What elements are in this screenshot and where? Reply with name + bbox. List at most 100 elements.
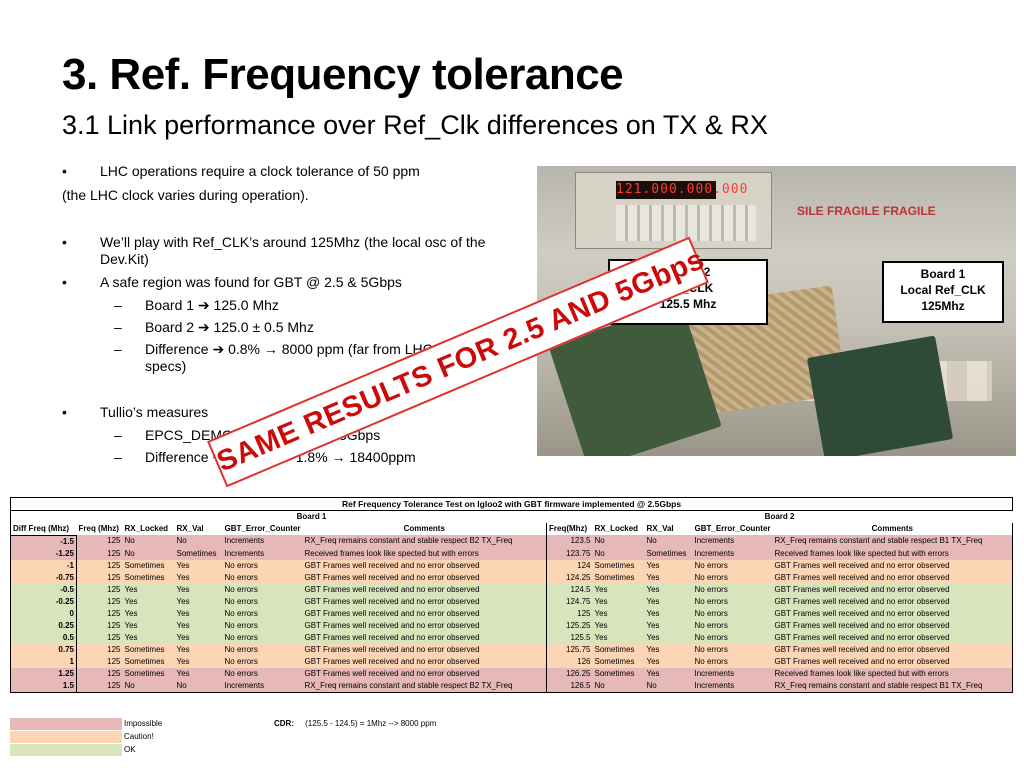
table-cell: No [592,679,645,692]
table-cell: GBT Frames well received and no error ob… [302,583,547,596]
table-cell: -1.5 [10,535,77,548]
table-cell: GBT Frames well received and no error ob… [772,559,1014,572]
table-cell: Yes [644,583,693,596]
legend-swatch-caution [10,731,122,743]
table-cell: No errors [222,583,303,596]
bullet-marker: • [62,163,67,179]
table-cell: 125 [76,559,123,572]
sub-bullet-item: – Board 1 ➔ 125.0 Mhz [62,297,522,314]
table-row: 0 125 Yes Yes No errors GBT Frames well recei… [10,607,1014,620]
dash-marker: – [114,297,122,313]
column-header: Freq(Mhz) [546,523,593,535]
table-cell: Received frames look like spected but wi… [772,547,1014,560]
table-cell: No errors [222,607,303,620]
slide-subtitle: 3.1 Link performance over Ref_Clk differ… [62,110,768,140]
table-cell: -0.75 [10,571,77,584]
cdr-text: (125.5 - 124.5) = 1Mhz --> 8000 ppm [305,719,437,728]
table-cell: 0.5 [10,631,77,644]
table-cell: No [122,679,175,692]
table-cell: 125 [76,631,123,644]
table-cell: Yes [592,607,645,620]
table-cell: Yes [644,559,693,572]
table-cell: No errors [222,655,303,668]
board1-label: Board 1 Local Ref_CLK 125Mhz [882,261,1004,323]
dev-board-1 [806,335,954,456]
table-cell: -0.25 [10,595,77,608]
legend-swatch-impossible [10,718,122,730]
cdr-label: CDR: [274,719,294,728]
bullet-marker: • [62,234,67,250]
table-cell: RX_Freq remains constant and stable resp… [772,679,1014,692]
table-cell: No errors [692,559,773,572]
table-cell: No [122,535,175,548]
table-row: -1 125 Sometimes Yes No errors GBT Frames wel… [10,559,1014,572]
table-cell: Yes [644,571,693,584]
table-cell: No errors [222,559,303,572]
table-caption: Ref Frequency Tolerance Test on Igloo2 w… [9,497,1014,511]
table-cell: Sometimes [122,655,175,668]
table-cell: Yes [644,631,693,644]
bullet-marker: • [62,274,67,290]
column-header: Comments [772,523,1014,535]
table-cell: 124.25 [546,571,593,584]
table-cell: Sometimes [122,559,175,572]
cdr-note: CDR: (125.5 - 124.5) = 1Mhz --> 8000 ppm [274,718,436,730]
table-cell: No errors [692,571,773,584]
table-cell: 125 [76,643,123,656]
table-body: -1.5 125 No No Increments RX_Freq remains con… [10,535,1014,692]
legend-swatch-ok [10,744,122,756]
dash-marker: – [114,449,122,465]
table-cell: No [122,547,175,560]
table-cell: Yes [122,595,175,608]
table-cell: 125 [76,571,123,584]
table-cell: 124.75 [546,595,593,608]
table-cell: No [644,679,693,692]
table-cell: GBT Frames well received and no error ob… [772,571,1014,584]
table-cell: 0.75 [10,643,77,656]
table-cell: GBT Frames well received and no error ob… [772,583,1014,596]
table-cell: Yes [122,583,175,596]
table-cell: GBT Frames well received and no error ob… [302,643,547,656]
column-header: RX_Val [644,523,693,535]
frequency-generator: 121.000.000.000 [575,172,772,249]
table-cell: -0.5 [10,583,77,596]
table-cell: Increments [692,667,773,680]
bullet-item: • We’ll play with Ref_CLK’s around 125Mhz… [62,234,522,268]
table-cell: No errors [692,619,773,632]
table-cell: Increments [222,547,303,560]
board1-label-line: Board 1 [920,267,966,281]
table-row: 0.25 125 Yes Yes No errors GBT Frames well re… [10,619,1014,632]
table-row: 1 125 Sometimes Yes No errors GBT Frames well… [10,655,1014,668]
table-cell: Yes [174,619,223,632]
table-row: 1.5 125 No No Increments RX_Freq remains cons… [10,679,1014,692]
table-cell: 124.5 [546,583,593,596]
table-cell: No errors [222,595,303,608]
table-cell: No errors [692,583,773,596]
table-cell: Yes [592,595,645,608]
table-cell: Increments [222,535,303,548]
table-cell: Yes [174,667,223,680]
table-cell: Yes [592,619,645,632]
table-cell: Increments [692,547,773,560]
legend-label-caution: Caution! [124,732,154,741]
table-cell: Yes [644,607,693,620]
bullet-continuation: (the LHC clock varies during operation). [62,187,309,203]
column-header: Freq (Mhz) [76,523,123,535]
table-cell: 123.75 [546,547,593,560]
table-row: 1.25 125 Sometimes Yes No errors GBT Frames w… [10,667,1014,680]
legend-label-impossible: Impossible [124,719,163,728]
board1-header: Board 1 [76,510,547,523]
table-cell: Yes [174,595,223,608]
table-row: -1.5 125 No No Increments RX_Freq remains con… [10,535,1014,548]
table-cell: No errors [222,643,303,656]
table-cell: No errors [692,595,773,608]
table-cell: 126.5 [546,679,593,692]
table-cell: 123.5 [546,535,593,548]
table-cell: GBT Frames well received and no error ob… [302,631,547,644]
table-row: -1.25 125 No Sometimes Increments Received fr… [10,547,1014,560]
table-cell: 125 [546,607,593,620]
bullet-text: We’ll play with Ref_CLK’s around 125Mhz … [100,234,486,267]
table-cell: Yes [174,559,223,572]
bullet-text: Tullio’s measures [100,404,209,420]
table-cell: No [592,535,645,548]
